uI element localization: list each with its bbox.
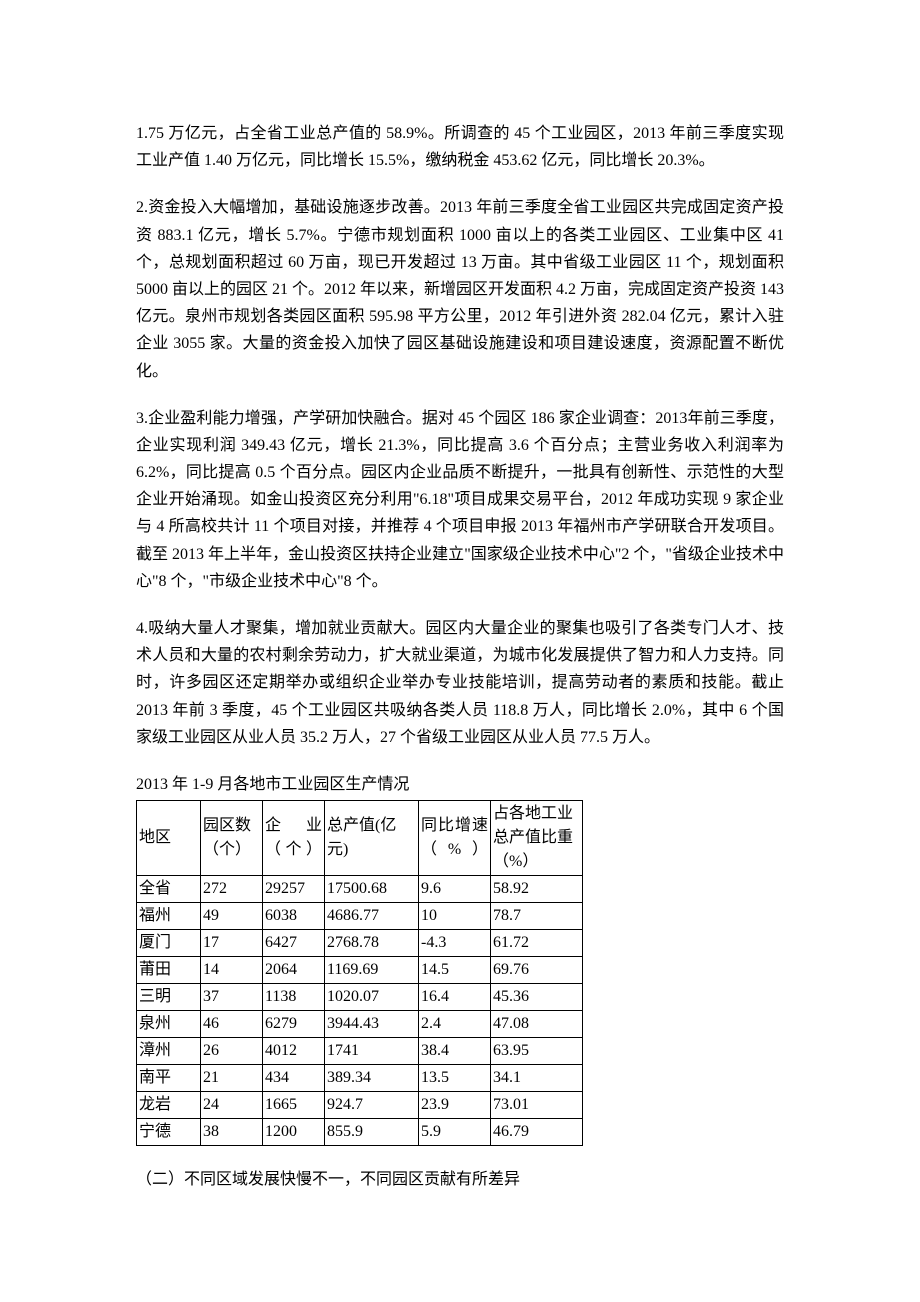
cell-output: 924.7: [325, 1092, 419, 1119]
cell-region: 漳州: [137, 1038, 201, 1065]
cell-region: 宁德: [137, 1119, 201, 1146]
cell-region: 福州: [137, 903, 201, 930]
cell-share: 69.76: [491, 957, 583, 984]
paragraph-4: 4.吸纳大量人才聚集，增加就业贡献大。园区内大量企业的聚集也吸引了各类专门人才、…: [136, 615, 784, 751]
header-share: 占各地工业总产值比重（%）: [491, 801, 583, 876]
cell-growth: 14.5: [419, 957, 491, 984]
cell-region: 厦门: [137, 930, 201, 957]
cell-region: 龙岩: [137, 1092, 201, 1119]
table-row: 莆田 14 2064 1169.69 14.5 69.76: [137, 957, 583, 984]
cell-region: 南平: [137, 1065, 201, 1092]
cell-enterprises: 6038: [263, 903, 325, 930]
cell-output: 389.34: [325, 1065, 419, 1092]
cell-parks: 17: [201, 930, 263, 957]
cell-output: 2768.78: [325, 930, 419, 957]
table-row: 漳州 26 4012 1741 38.4 63.95: [137, 1038, 583, 1065]
cell-parks: 37: [201, 984, 263, 1011]
paragraph-2: 2.资金投入大幅增加，基础设施逐步改善。2013 年前三季度全省工业园区共完成固…: [136, 194, 784, 384]
cell-growth: -4.3: [419, 930, 491, 957]
cell-output: 1741: [325, 1038, 419, 1065]
cell-growth: 23.9: [419, 1092, 491, 1119]
cell-growth: 9.6: [419, 876, 491, 903]
cell-region: 泉州: [137, 1011, 201, 1038]
cell-enterprises: 29257: [263, 876, 325, 903]
cell-output: 3944.43: [325, 1011, 419, 1038]
cell-enterprises: 434: [263, 1065, 325, 1092]
cell-output: 4686.77: [325, 903, 419, 930]
cell-share: 34.1: [491, 1065, 583, 1092]
table-row: 南平 21 434 389.34 13.5 34.1: [137, 1065, 583, 1092]
table-row: 泉州 46 6279 3944.43 2.4 47.08: [137, 1011, 583, 1038]
header-output: 总产值(亿元): [325, 801, 419, 876]
cell-growth: 5.9: [419, 1119, 491, 1146]
table-row: 全省 272 29257 17500.68 9.6 58.92: [137, 876, 583, 903]
cell-region: 全省: [137, 876, 201, 903]
cell-share: 61.72: [491, 930, 583, 957]
cell-parks: 26: [201, 1038, 263, 1065]
cell-share: 73.01: [491, 1092, 583, 1119]
cell-enterprises: 1665: [263, 1092, 325, 1119]
table-row: 福州 49 6038 4686.77 10 78.7: [137, 903, 583, 930]
cell-parks: 14: [201, 957, 263, 984]
cell-share: 63.95: [491, 1038, 583, 1065]
cell-growth: 38.4: [419, 1038, 491, 1065]
table-title: 2013 年 1-9 月各地市工业园区生产情况: [136, 771, 784, 798]
cell-parks: 24: [201, 1092, 263, 1119]
header-parks: 园区数（个）: [201, 801, 263, 876]
cell-enterprises: 1138: [263, 984, 325, 1011]
cell-share: 47.08: [491, 1011, 583, 1038]
cell-parks: 272: [201, 876, 263, 903]
header-enterprises: 企 业（个）: [263, 801, 325, 876]
cell-parks: 46: [201, 1011, 263, 1038]
header-region: 地区: [137, 801, 201, 876]
cell-growth: 2.4: [419, 1011, 491, 1038]
cell-enterprises: 4012: [263, 1038, 325, 1065]
section-heading: （二）不同区域发展快慢不一，不同园区贡献有所差异: [136, 1166, 784, 1193]
table-row: 龙岩 24 1665 924.7 23.9 73.01: [137, 1092, 583, 1119]
cell-enterprises: 6427: [263, 930, 325, 957]
cell-share: 78.7: [491, 903, 583, 930]
cell-share: 46.79: [491, 1119, 583, 1146]
cell-enterprises: 6279: [263, 1011, 325, 1038]
cell-output: 855.9: [325, 1119, 419, 1146]
cell-parks: 38: [201, 1119, 263, 1146]
cell-output: 17500.68: [325, 876, 419, 903]
header-growth: 同比增速（%）: [419, 801, 491, 876]
paragraph-3: 3.企业盈利能力增强，产学研加快融合。据对 45 个园区 186 家企业调查：2…: [136, 405, 784, 595]
table-row: 厦门 17 6427 2768.78 -4.3 61.72: [137, 930, 583, 957]
cell-enterprises: 1200: [263, 1119, 325, 1146]
cell-output: 1169.69: [325, 957, 419, 984]
cell-parks: 21: [201, 1065, 263, 1092]
cell-growth: 16.4: [419, 984, 491, 1011]
cell-parks: 49: [201, 903, 263, 930]
cell-share: 58.92: [491, 876, 583, 903]
paragraph-1: 1.75 万亿元，占全省工业总产值的 58.9%。所调查的 45 个工业园区，2…: [136, 120, 784, 174]
table-header-row: 地区 园区数（个） 企 业（个） 总产值(亿元) 同比增速（%） 占各地工业总产…: [137, 801, 583, 876]
table-row: 宁德 38 1200 855.9 5.9 46.79: [137, 1119, 583, 1146]
cell-share: 45.36: [491, 984, 583, 1011]
cell-growth: 10: [419, 903, 491, 930]
production-table: 地区 园区数（个） 企 业（个） 总产值(亿元) 同比增速（%） 占各地工业总产…: [136, 800, 583, 1146]
cell-enterprises: 2064: [263, 957, 325, 984]
cell-growth: 13.5: [419, 1065, 491, 1092]
table-row: 三明 37 1138 1020.07 16.4 45.36: [137, 984, 583, 1011]
cell-output: 1020.07: [325, 984, 419, 1011]
cell-region: 三明: [137, 984, 201, 1011]
cell-region: 莆田: [137, 957, 201, 984]
